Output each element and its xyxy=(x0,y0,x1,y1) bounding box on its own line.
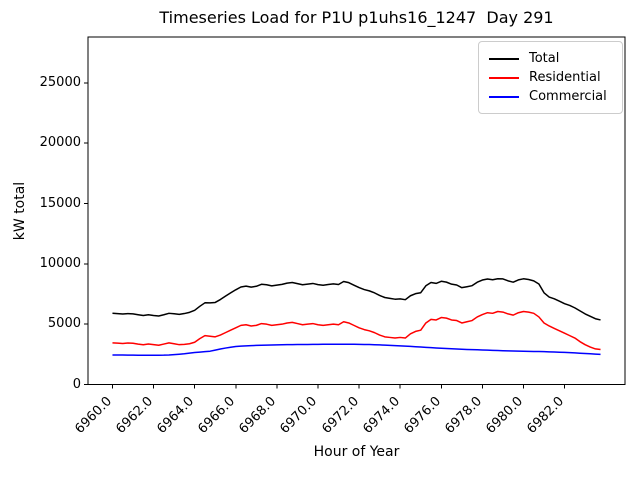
axes-frame xyxy=(87,36,626,385)
legend-line-residential xyxy=(489,76,519,79)
series-line-commercial xyxy=(112,343,601,357)
legend-label-residential: Residential xyxy=(529,70,601,85)
legend-label-total: Total xyxy=(529,51,560,66)
y-axis-label: kW total xyxy=(12,181,28,241)
series-line-total xyxy=(112,277,601,321)
y-tick-label: 10000 xyxy=(39,255,81,271)
legend-item-total: Total xyxy=(489,50,612,67)
y-tick-label: 20000 xyxy=(39,135,81,151)
legend-line-commercial xyxy=(489,95,519,98)
legend-item-residential: Residential xyxy=(489,69,612,86)
y-tick-label: 0 xyxy=(72,376,81,392)
series-line-residential xyxy=(112,310,601,351)
legend-label-commercial: Commercial xyxy=(529,89,607,104)
legend-line-total xyxy=(489,57,519,60)
y-tick-label: 15000 xyxy=(39,195,81,211)
chart-title: Timeseries Load for P1U p1uhs16_1247 Day… xyxy=(159,8,554,27)
legend: Total Residential Commercial xyxy=(478,41,623,114)
y-tick-label: 5000 xyxy=(47,316,81,332)
y-tick-label: 25000 xyxy=(39,74,81,90)
legend-item-commercial: Commercial xyxy=(489,88,612,105)
x-axis-label: Hour of Year xyxy=(313,444,400,460)
